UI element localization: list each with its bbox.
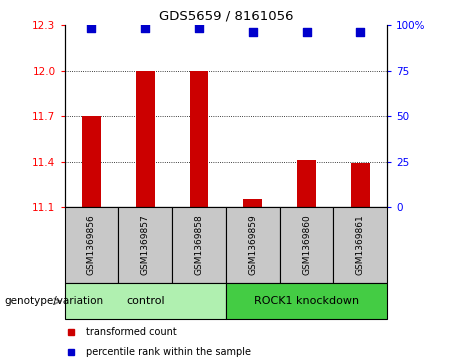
Bar — [118, 207, 172, 283]
Point — [357, 29, 364, 35]
Bar — [172, 207, 226, 283]
Point — [142, 25, 149, 31]
Text: control: control — [126, 296, 165, 306]
Bar — [226, 207, 280, 283]
Bar — [136, 71, 154, 207]
Text: genotype/variation: genotype/variation — [5, 296, 104, 306]
Bar — [333, 207, 387, 283]
Bar — [226, 283, 387, 319]
Text: GSM1369856: GSM1369856 — [87, 215, 96, 276]
Bar — [243, 199, 262, 207]
Bar — [297, 160, 316, 207]
Text: percentile rank within the sample: percentile rank within the sample — [86, 347, 250, 357]
Bar — [280, 207, 333, 283]
Text: ROCK1 knockdown: ROCK1 knockdown — [254, 296, 359, 306]
Text: GSM1369859: GSM1369859 — [248, 215, 257, 276]
Bar — [82, 116, 101, 207]
Bar — [65, 207, 118, 283]
Bar — [65, 283, 226, 319]
Bar — [351, 163, 370, 207]
Title: GDS5659 / 8161056: GDS5659 / 8161056 — [159, 10, 293, 23]
Point — [249, 29, 256, 35]
Text: GSM1369857: GSM1369857 — [141, 215, 150, 276]
Point — [303, 29, 310, 35]
Text: GSM1369858: GSM1369858 — [195, 215, 203, 276]
Text: GSM1369861: GSM1369861 — [356, 215, 365, 276]
Text: GSM1369860: GSM1369860 — [302, 215, 311, 276]
Point — [88, 25, 95, 31]
Text: transformed count: transformed count — [86, 327, 176, 337]
Point — [195, 25, 203, 31]
Bar — [189, 71, 208, 207]
